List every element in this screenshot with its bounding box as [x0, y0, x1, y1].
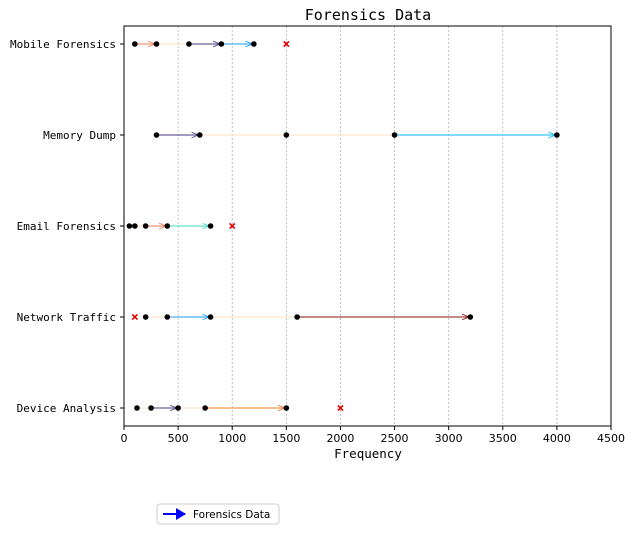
outlier-marker	[337, 404, 344, 412]
data-point	[207, 223, 214, 229]
x-axis-label: Frequency	[334, 446, 402, 461]
data-point	[218, 41, 225, 47]
data-point	[142, 314, 149, 320]
y-tick-label: Email Forensics	[17, 220, 116, 233]
data-point	[142, 223, 149, 229]
x-tick-label: 0	[121, 432, 128, 445]
data-point	[153, 132, 160, 138]
outlier-stroke	[229, 222, 236, 230]
legend-frame	[156, 503, 280, 525]
x-tick-label: 1000	[218, 432, 246, 445]
data-point	[554, 132, 560, 138]
y-tick-label: Network Traffic	[17, 311, 116, 324]
data-point	[294, 314, 300, 320]
y-tick-label: Memory Dump	[43, 129, 116, 142]
x-tick-label: 3000	[435, 432, 463, 445]
data-point	[164, 223, 171, 229]
x-ticks: 0 500 1000 1500 2000 2500 3000 3500 4000 4500	[121, 426, 625, 445]
x-tick-label: 2500	[381, 432, 409, 445]
data-point	[283, 405, 290, 411]
x-tick-label: 500	[168, 432, 189, 445]
x-tick-label: 2000	[326, 432, 354, 445]
arrows	[134, 44, 555, 408]
legend: Forensics Data	[156, 503, 280, 525]
data-point	[251, 41, 257, 47]
legend-arrow-icon	[176, 508, 186, 520]
data-point	[148, 405, 154, 411]
data-point	[132, 41, 138, 47]
data-point	[175, 405, 181, 411]
outlier-marker	[229, 222, 236, 230]
data-point	[153, 41, 160, 47]
outlier-stroke	[131, 313, 138, 321]
chart-title: Forensics Data	[305, 6, 431, 24]
data-point	[467, 314, 474, 320]
data-point	[132, 223, 138, 229]
x-tick-label: 4500	[597, 432, 625, 445]
outliers	[131, 40, 344, 412]
outlier-stroke	[337, 404, 344, 412]
data-point	[196, 132, 203, 138]
data-point	[164, 314, 171, 320]
x-tick-label: 3500	[489, 432, 517, 445]
y-tick-label: Device Analysis	[17, 402, 116, 415]
grid-layer	[177, 26, 558, 426]
outlier-marker	[283, 40, 290, 48]
data-point	[391, 132, 398, 138]
data-point	[202, 405, 208, 411]
outlier-marker	[131, 313, 138, 321]
points	[126, 41, 560, 411]
legend-label: Forensics Data	[193, 509, 270, 521]
data-point	[283, 132, 290, 138]
x-tick-label: 4000	[543, 432, 571, 445]
y-ticks: Device Analysis Network Traffic Email Fore…	[10, 38, 124, 415]
y-tick-label: Mobile Forensics	[10, 38, 116, 51]
data-point	[126, 223, 133, 229]
data-point	[207, 314, 214, 320]
x-tick-label: 1500	[272, 432, 300, 445]
data-point	[186, 41, 192, 47]
data-point	[134, 405, 140, 411]
outlier-stroke	[283, 40, 290, 48]
